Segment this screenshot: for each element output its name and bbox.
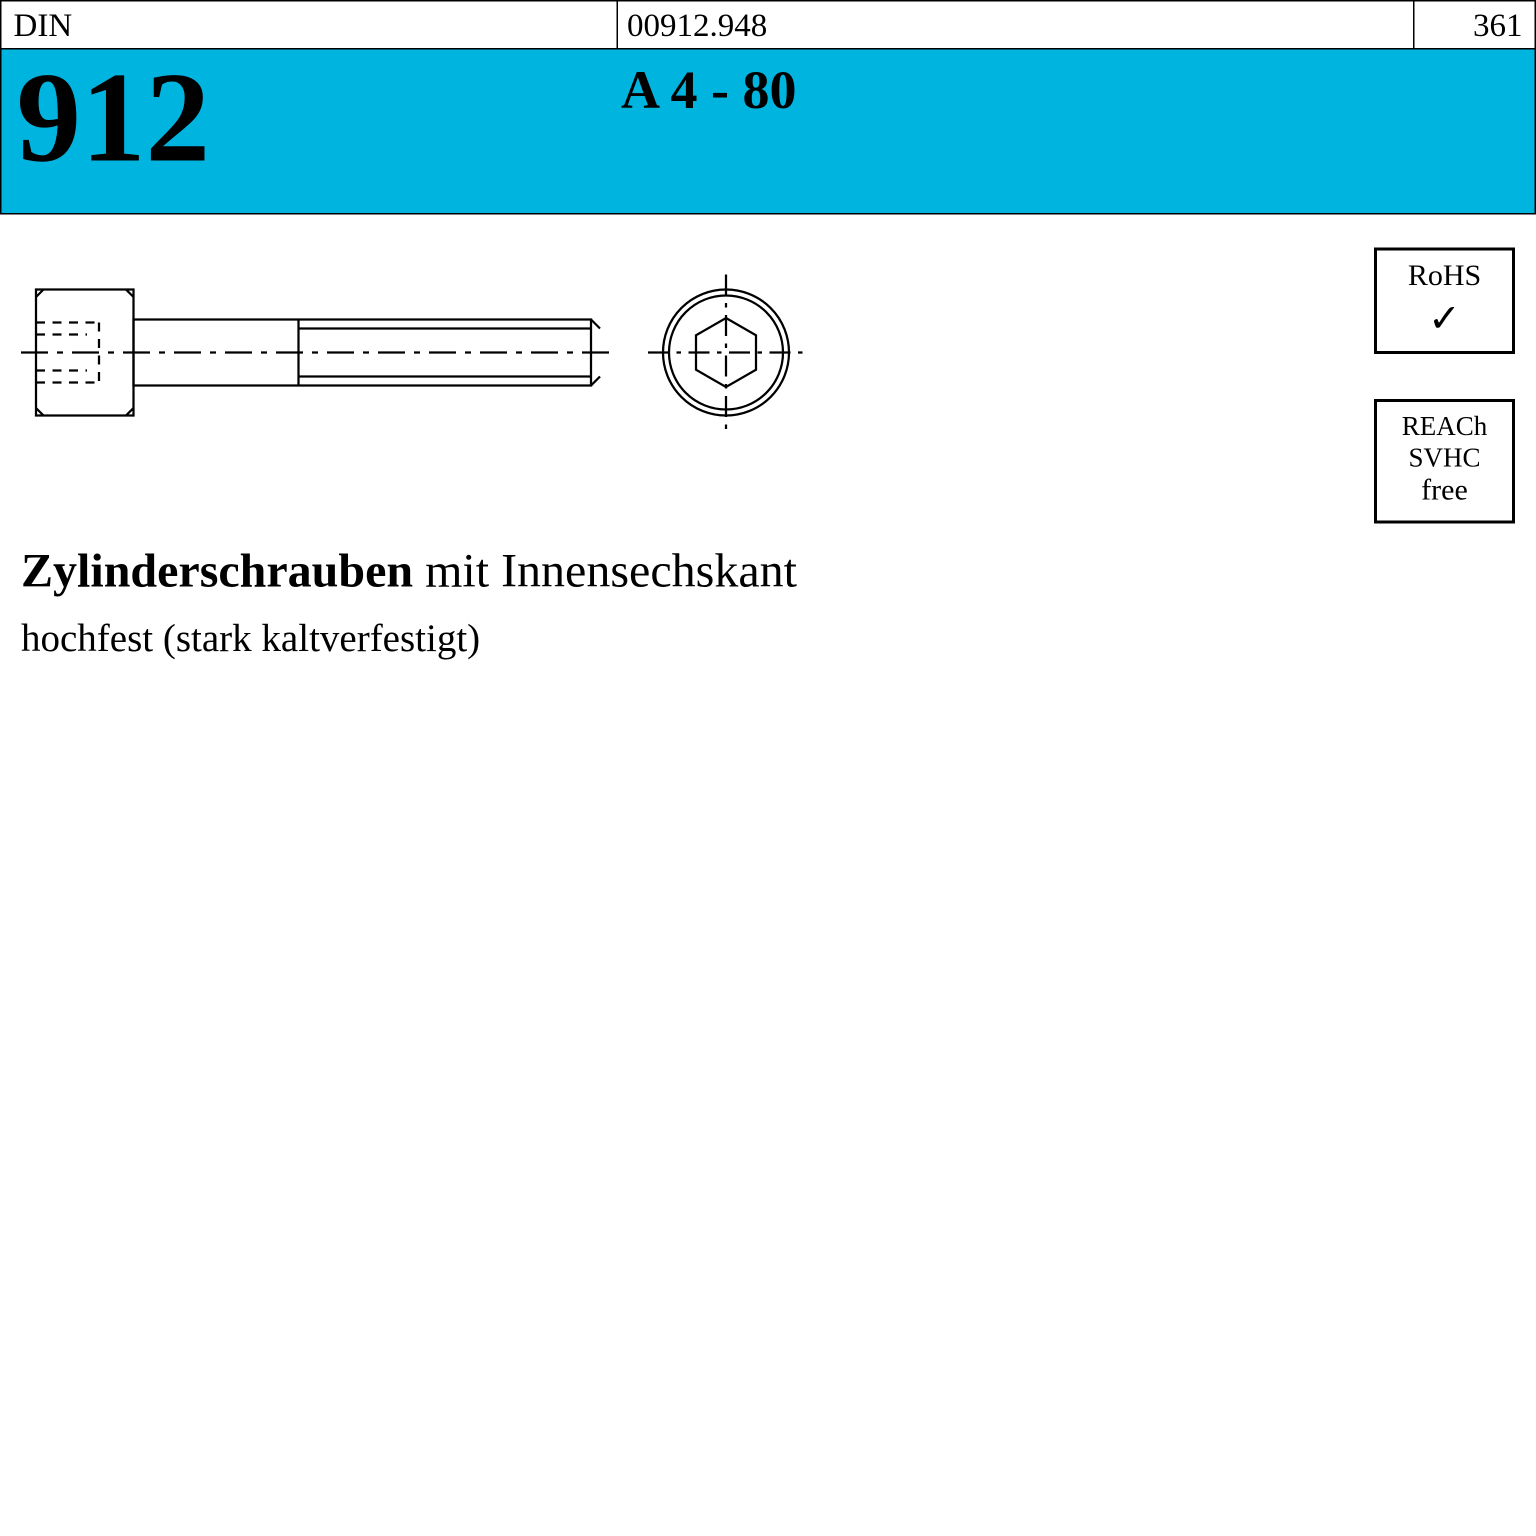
product-description: Zylinderschrauben mit Innensechskant hoc… (21, 543, 1341, 662)
checkmark-icon: ✓ (1383, 300, 1506, 339)
reach-badge: REACh SVHC free (1374, 399, 1515, 524)
title-band: 912 A 4 - 80 (0, 50, 1536, 215)
reach-line1: REACh (1383, 411, 1506, 443)
standard-number: 912 (2, 50, 619, 214)
rohs-label: RoHS (1383, 260, 1506, 295)
reach-line3: free (1383, 474, 1506, 509)
product-subline: hochfest (stark kaltverfestigt) (21, 617, 1341, 662)
header-row: DIN 00912.948 361 (0, 0, 1536, 50)
screw-technical-drawing (21, 275, 861, 485)
product-name-rest: mit Innensechskant (413, 543, 797, 597)
header-article-number: 00912.948 (618, 2, 1415, 49)
header-page-number: 361 (1415, 2, 1535, 49)
material-grade: A 4 - 80 (618, 50, 1535, 214)
rohs-badge: RoHS ✓ (1374, 248, 1515, 355)
product-name-bold: Zylinderschrauben (21, 543, 413, 597)
header-standard-label: DIN (2, 2, 619, 49)
reach-line2: SVHC (1383, 443, 1506, 475)
